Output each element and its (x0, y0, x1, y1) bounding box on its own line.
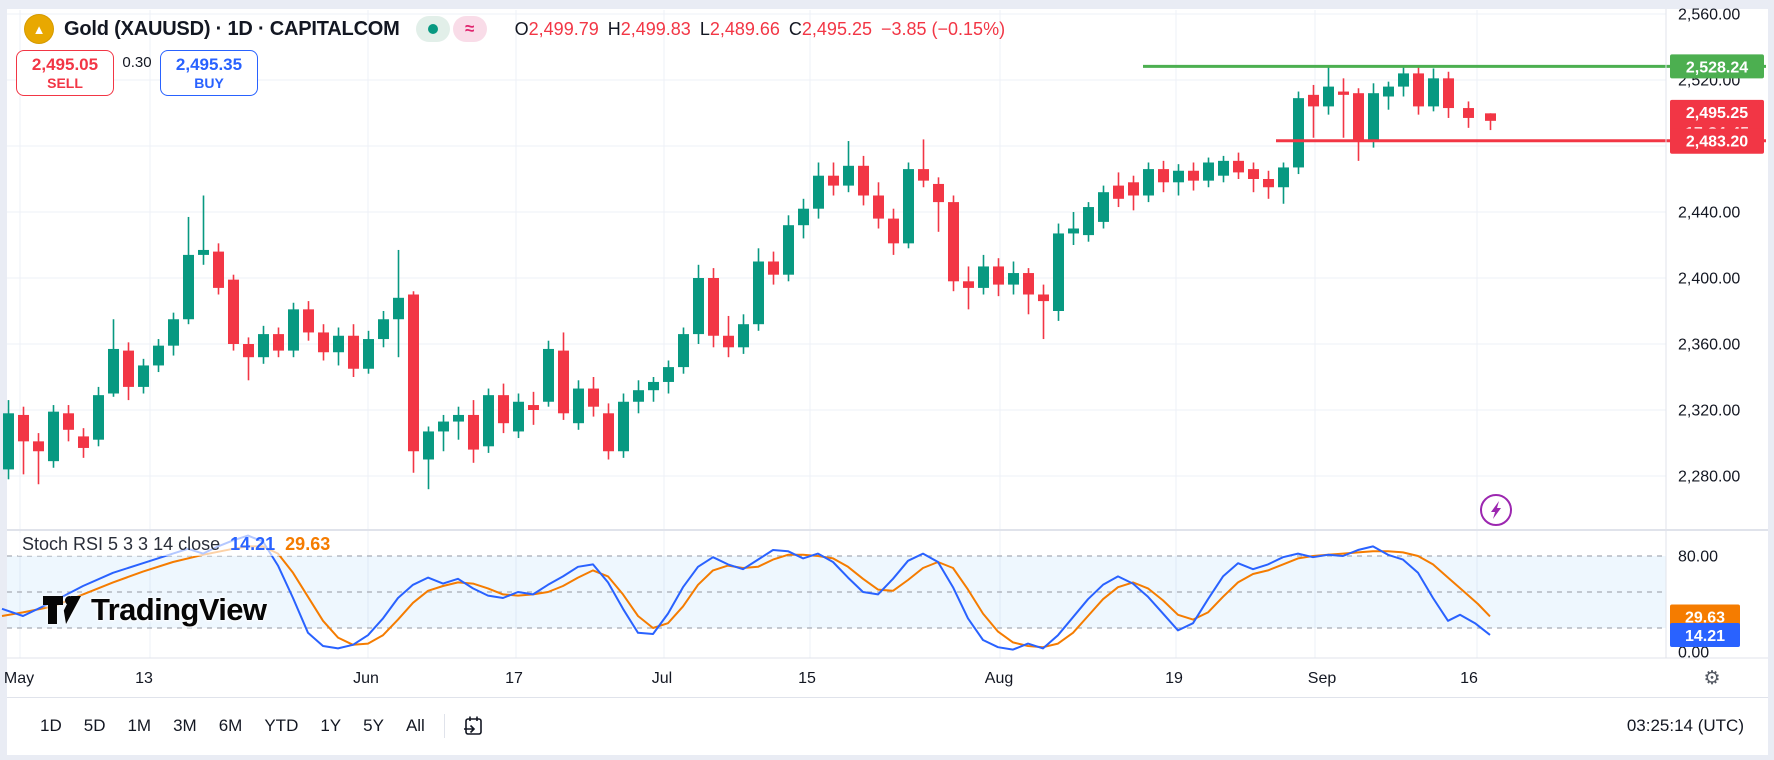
time-axis-label[interactable]: Jul (652, 670, 672, 687)
symbol-title[interactable]: Gold (XAUUSD) · 1D · CAPITALCOM (64, 17, 400, 40)
time-axis-label[interactable]: May (4, 670, 34, 687)
range-button-1m[interactable]: 1M (118, 710, 160, 742)
indicator-k-value: 14.21 (230, 534, 276, 554)
price-badge (1670, 604, 1740, 629)
support-badge-value: 2,483.20 (1686, 134, 1748, 151)
k-value-badge: 14.21 (1685, 628, 1725, 645)
high-label: H (607, 18, 621, 39)
watermark-text: TradingView (91, 592, 267, 627)
price-badge (1670, 622, 1740, 647)
sell-price: 2,495.05 (31, 55, 99, 75)
time-axis-label[interactable]: 17 (505, 670, 523, 687)
timezone-clock[interactable]: 03:25:14 (UTC) (1626, 716, 1744, 735)
buy-button[interactable]: 2,495.35 BUY (160, 50, 258, 96)
time-axis-label[interactable]: Jun (353, 670, 379, 687)
range-button-5y[interactable]: 5Y (354, 710, 393, 742)
toolbar-divider (443, 714, 445, 738)
low-label: L (699, 18, 710, 39)
symbol-logo-icon: ▲ (24, 14, 54, 44)
delayed-data-icon[interactable]: ≈ (452, 16, 487, 42)
range-button-5d[interactable]: 5D (75, 710, 115, 742)
range-button-3m[interactable]: 3M (164, 710, 206, 742)
time-axis-settings-gear-icon[interactable]: ⚙ (1703, 668, 1720, 689)
indicator-title: Stoch RSI 5 3 3 14 close (22, 534, 221, 554)
market-open-icon[interactable] (415, 16, 450, 42)
tradingview-logo-icon (43, 596, 81, 624)
calendar-arrow-icon (463, 716, 482, 735)
spread-value: 0.30 (122, 54, 152, 71)
buy-label: BUY (194, 74, 224, 91)
price-axis-label: 2,560.00 (1678, 7, 1740, 24)
buy-price: 2,495.35 (175, 55, 243, 75)
time-axis-label[interactable]: 13 (135, 670, 153, 687)
price-axis-label: 2,360.00 (1678, 337, 1740, 354)
time-axis-label[interactable]: 16 (1460, 670, 1478, 687)
open-value: 2,499.79 (528, 18, 599, 39)
close-label: C (788, 18, 802, 39)
range-button-1y[interactable]: 1Y (311, 710, 350, 742)
time-axis-label[interactable]: Sep (1308, 670, 1337, 687)
high-value: 2,499.83 (620, 18, 691, 39)
indicator-legend[interactable]: Stoch RSI 5 3 3 14 close 14.21 29.63 (18, 533, 335, 556)
go-to-date-button[interactable] (455, 710, 491, 742)
price-badge (1670, 128, 1764, 154)
d-value-badge: 29.63 (1685, 609, 1725, 626)
time-axis-label[interactable]: 15 (798, 670, 816, 687)
range-button-6m[interactable]: 6M (210, 710, 252, 742)
indicator-axis-label: 0.00 (1678, 645, 1709, 662)
price-axis-label: 2,320.00 (1678, 403, 1740, 420)
last-price-badge-value: 2,495.25 (1686, 105, 1748, 122)
range-button-all[interactable]: All (397, 710, 434, 742)
resistance-badge-value: 2,528.24 (1686, 59, 1748, 76)
range-button-1d[interactable]: 1D (31, 710, 71, 742)
price-axis-label: 2,440.00 (1678, 205, 1740, 222)
trade-widget: 2,495.05 SELL 0.30 2,495.35 BUY (16, 50, 258, 96)
close-value: 2,495.25 (801, 18, 872, 39)
indicator-axis-label: 80.00 (1678, 549, 1718, 566)
open-label: O (514, 18, 529, 39)
date-range-buttons: 1D 5D 1M 3M 6M YTD 1Y 5Y All (31, 710, 434, 742)
tradingview-watermark: TradingView (42, 592, 267, 628)
price-axis-label: 2,280.00 (1678, 469, 1740, 486)
time-axis-label[interactable]: Aug (985, 670, 1013, 687)
sell-button[interactable]: 2,495.05 SELL (16, 50, 114, 96)
price-axis-label: 2,400.00 (1678, 271, 1740, 288)
time-axis-label[interactable]: 19 (1165, 670, 1183, 687)
price-badge (1670, 54, 1764, 79)
range-button-ytd[interactable]: YTD (255, 710, 307, 742)
status-pills: ≈ (415, 16, 487, 42)
indicator-d-value: 29.63 (285, 534, 331, 554)
lightning-circle-icon[interactable] (1480, 494, 1512, 526)
bottom-toolbar: 1D 5D 1M 3M 6M YTD 1Y 5Y All 03:25:14 (UTC) (7, 697, 1768, 754)
symbol-header: ▲ Gold (XAUUSD) · 1D · CAPITALCOM ≈ O2,4… (24, 14, 1005, 44)
change-value: −3.85 (−0.15%) (880, 18, 1006, 39)
low-value: 2,489.66 (709, 18, 780, 39)
ohlc-values: O2,499.79 H2,499.83 L2,489.66 C2,495.25 … (515, 19, 1005, 40)
sell-label: SELL (47, 74, 83, 91)
